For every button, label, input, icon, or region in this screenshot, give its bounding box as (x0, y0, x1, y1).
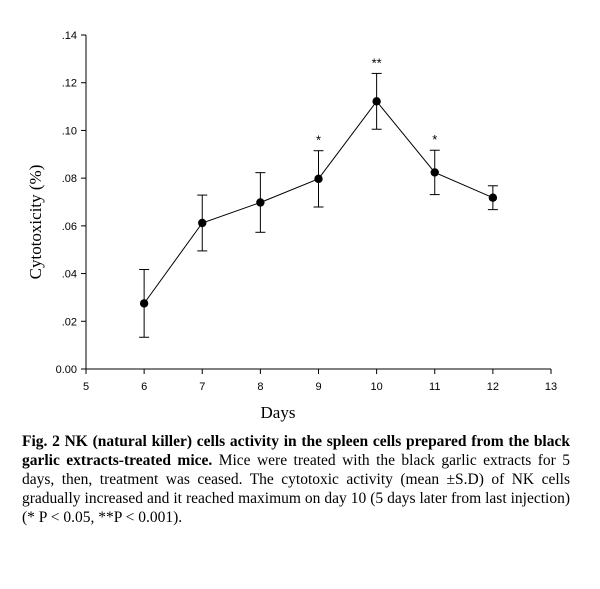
x-tick-label: 9 (315, 381, 321, 393)
y-tick-label: .02 (62, 316, 77, 328)
data-point (198, 218, 207, 228)
chart: 5 6 7 8 9 10 11 12 13 0.00.02.04.06.08.10.12.14 … (26, 30, 557, 422)
data-point (488, 193, 498, 202)
x-tick-label: 6 (141, 381, 147, 393)
y-tick-label: .08 (62, 173, 77, 185)
data-point (256, 198, 265, 207)
y-tick-label: .06 (62, 221, 77, 233)
data-points (139, 97, 498, 308)
x-tick-label: 5 (83, 381, 89, 393)
data-point (430, 168, 439, 177)
y-axis-ticks: 0.00 .02 .04 .06 .08 .10 .12 .14 (56, 30, 86, 376)
significance-markers: **** (316, 55, 437, 147)
data-point (314, 174, 323, 184)
y-axis-title: Cytotoxicity (%) (26, 165, 45, 280)
caption-body: Mice were treated with the black garlic … (22, 452, 570, 526)
x-tick-label: 13 (545, 381, 557, 393)
figure-caption: Fig. 2 NK (natural killer) cells activit… (22, 432, 570, 527)
y-tick-label: .12 (62, 78, 77, 90)
error-bars (139, 72, 498, 338)
y-tick-label: .10 (62, 125, 77, 137)
x-tick-label: 8 (257, 381, 263, 393)
x-tick-label: 10 (371, 381, 383, 393)
significance-star: * (316, 133, 321, 148)
y-tick-label: 0.00 (56, 364, 77, 376)
data-point (372, 97, 381, 106)
data-point (139, 299, 149, 308)
caption-title: Fig. 2 NK (natural killer) cells activit… (22, 433, 570, 469)
x-tick-label: 11 (429, 381, 440, 393)
x-tick-label: 7 (199, 381, 205, 393)
x-axis-ticks: 5 6 7 8 9 10 11 12 13 (83, 369, 557, 393)
y-tick-label: .04 (62, 269, 77, 281)
y-tick-label: .14 (62, 30, 77, 42)
significance-star: * (432, 132, 437, 147)
significance-star: ** (372, 55, 382, 70)
x-tick-label: 12 (487, 381, 499, 393)
x-axis-title: Days (261, 403, 296, 422)
